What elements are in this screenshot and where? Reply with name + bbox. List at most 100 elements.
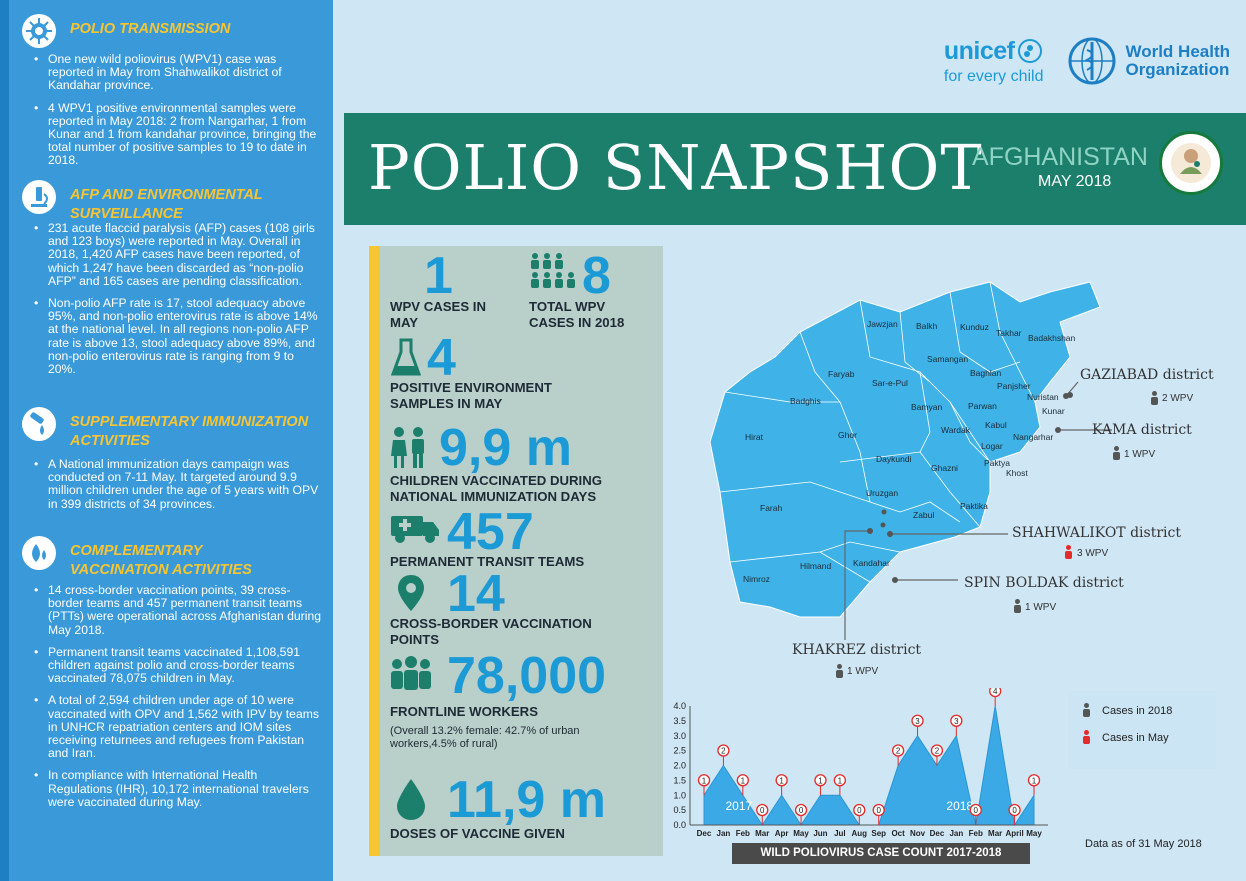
province-label: Hirat: [745, 432, 763, 442]
unicef-name: unicef: [943, 36, 1015, 65]
transit-vehicle-icon: [391, 516, 439, 543]
province-label: Paktika: [960, 501, 988, 511]
section-header-transmission: POLIO TRANSMISSION: [22, 14, 230, 48]
case-count-chart-svg: 0.0 0.5 1.0 1.5 2.0 2.5 3.0 3.5 4.0 2017 2018 1 Dec 2…: [673, 684, 1048, 838]
list-item: 4 WPV1 positive environmental samples we…: [34, 101, 324, 168]
district-cases: 1 WPV: [1025, 602, 1057, 613]
section-header-sia: SUPPLEMENTARY IMMUNIZATION ACTIVITIES: [22, 407, 330, 451]
person-dark-icon: [1014, 599, 1021, 613]
district-marker: [887, 531, 893, 537]
province-label: Kabul: [985, 420, 1007, 430]
district-cases: 1 WPV: [1124, 449, 1156, 460]
x-tick-label: Mar: [755, 829, 769, 838]
unicef-emblem-icon: [1017, 39, 1042, 63]
data-point: [1008, 803, 1021, 817]
y-tick-label: 2.5: [673, 746, 686, 756]
province-label: Uruzgan: [866, 488, 899, 498]
data-label: 1: [818, 776, 823, 785]
wpv-total-value: 8: [582, 247, 611, 305]
data-label: 4: [993, 688, 998, 696]
district-cases: 1 WPV: [847, 666, 879, 677]
data-label: 0: [876, 806, 881, 815]
data-point: [891, 744, 905, 757]
list-item: A National immunization days campaign wa…: [34, 457, 324, 511]
sidebar-stripe: [0, 0, 9, 881]
province-label: Ghor: [838, 430, 857, 440]
province-label: Baghlan: [970, 368, 1002, 378]
workers-note: (Overall 13.2% female: 42.7% of urban wo…: [390, 725, 580, 750]
data-point: [736, 774, 749, 787]
title-banner: POLIO SNAPSHOT AFGHANISTAN MAY 2018: [344, 113, 1246, 225]
district-marker: [1055, 427, 1061, 433]
data-point: [1027, 774, 1041, 787]
province-label: Jawzjan: [867, 319, 898, 329]
district-marker: [867, 528, 873, 534]
person-dark-icon: [1151, 391, 1158, 405]
panel-accent-bar: [369, 246, 380, 856]
data-label: 1: [1032, 776, 1037, 785]
wpv-may-label: WPV CASES IN MAY: [390, 299, 486, 330]
list-item: 231 acute flaccid paralysis (AFP) cases …: [34, 221, 324, 288]
wpv-total-label: TOTAL WPV CASES IN 2018: [529, 299, 625, 330]
data-point: [833, 774, 847, 787]
data-label: 1: [741, 776, 746, 785]
data-point: [697, 774, 711, 787]
data-point: [853, 803, 866, 817]
data-point: [969, 803, 982, 817]
district-cases: 3 WPV: [1077, 548, 1109, 559]
data-label: 2: [896, 747, 901, 756]
microscope-icon: [22, 180, 56, 214]
drops-icon: [22, 536, 56, 570]
location-pin-icon: [398, 575, 424, 611]
y-tick-label: 3.0: [673, 731, 686, 741]
province-label: Nangarhar: [1013, 432, 1054, 442]
province-label: Samangan: [927, 354, 969, 364]
vaccinated-value: 9,9 m: [439, 419, 572, 477]
data-point: [717, 744, 730, 757]
province-label: Hilmand: [800, 561, 832, 571]
data-point: [872, 803, 885, 817]
x-tick-label: Jul: [834, 829, 846, 838]
district-marker: [1067, 392, 1073, 398]
afghanistan-program-seal-icon: [1159, 131, 1223, 195]
list-item: 14 cross-border vaccination points, 39 c…: [34, 583, 324, 637]
legend-cases-may: Cases in May: [1102, 732, 1169, 744]
section-list-sia: A National immunization days campaign wa…: [34, 457, 324, 520]
section-list-surveillance: 231 acute flaccid paralysis (AFP) cases …: [34, 221, 324, 385]
workers-label: FRONTLINE WORKERS: [390, 704, 538, 719]
vaccinated-label: CHILDREN VACCINATED DURING NATIONAL IMMU…: [390, 473, 602, 504]
y-tick-label: 4.0: [673, 701, 686, 711]
unicef-tagline: for every child: [943, 67, 1044, 85]
data-label: 0: [760, 806, 765, 815]
district-label-shahwalikot: SHAHWALIKOT district: [1012, 525, 1181, 541]
person-red-icon: [1065, 545, 1072, 559]
data-point: [794, 803, 808, 817]
doses-value: 11,9 m: [447, 771, 607, 829]
country-name: AFGHANISTAN: [972, 143, 1148, 171]
data-label: 1: [779, 776, 784, 785]
province-label: Sar-e-Pul: [872, 378, 908, 388]
data-point: [814, 774, 827, 787]
province-label: Bamyan: [911, 402, 943, 412]
sidebar: POLIO TRANSMISSION One new wild poliovir…: [0, 0, 333, 881]
x-tick-label: Nov: [910, 829, 926, 838]
district-label-khakrez: KHAKREZ district: [792, 642, 922, 658]
x-tick-label: Sep: [871, 829, 886, 838]
province-label: Khost: [1006, 468, 1028, 478]
province-label: Farah: [760, 503, 783, 513]
x-tick-label: Jan: [949, 829, 963, 838]
data-label: 2: [721, 747, 726, 756]
person-red-icon: [1083, 730, 1090, 744]
workers-value: 78,000: [447, 647, 607, 705]
unicef-logo: unicef for every child: [944, 37, 1044, 86]
district-marker: [892, 577, 898, 583]
partner-logos: unicef for every child World Health Organ…: [944, 34, 1230, 88]
x-tick-label: Jun: [813, 829, 827, 838]
section-list-complementary: 14 cross-border vaccination points, 39 c…: [34, 583, 324, 818]
x-tick-label: Mar: [988, 829, 1002, 838]
y-tick-label: 0.0: [673, 820, 686, 830]
person-dark-icon: [1083, 703, 1090, 717]
people-group-icon: [531, 253, 575, 288]
x-tick-label: May: [793, 829, 809, 838]
